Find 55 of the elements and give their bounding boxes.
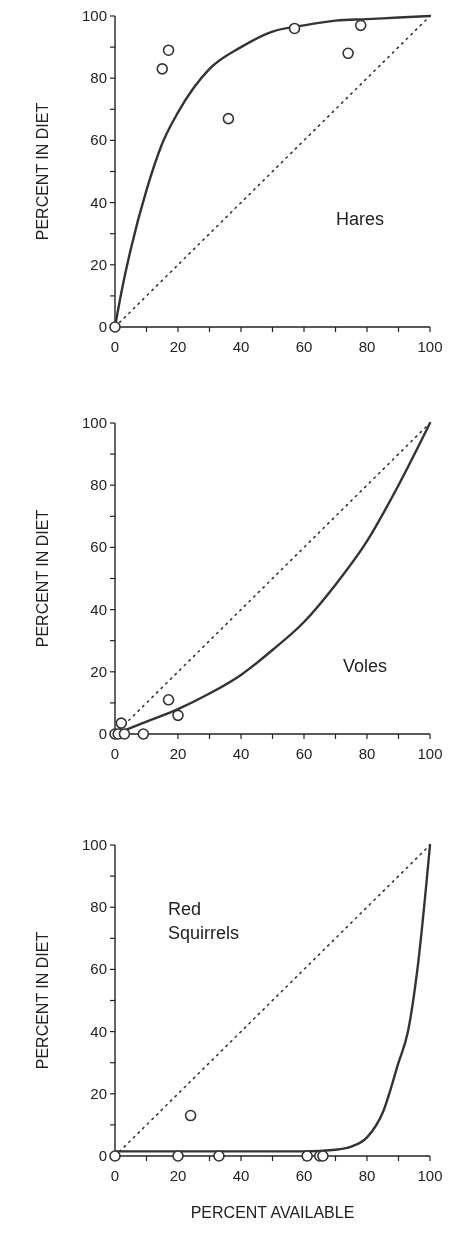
annotation: Red Squirrels [168, 899, 240, 943]
x-tick-label: 40 [232, 338, 250, 355]
y-tick-label: 80 [90, 898, 107, 916]
x-tick-label: 40 [232, 745, 250, 762]
y-tick-label: 60 [90, 131, 107, 149]
x-tick-label: 40 [232, 1167, 250, 1184]
point [342, 47, 354, 60]
point [162, 44, 175, 57]
point [288, 22, 301, 35]
y-axis-title: PERCENT IN DIET [34, 931, 51, 1070]
point [156, 63, 169, 75]
point [172, 709, 184, 722]
x-tick-label: 80 [358, 745, 376, 762]
x-tick-label: 0 [110, 1167, 120, 1184]
x-tick-label: 20 [169, 338, 187, 355]
point [109, 321, 121, 333]
x-tick-label: 60 [295, 1167, 313, 1184]
y-tick-label: 100 [81, 836, 107, 853]
x-tick-label: 20 [169, 745, 187, 762]
y-tick-label: 60 [90, 538, 107, 556]
x-axis-title: PERCENT AVAILABLE [190, 1204, 355, 1221]
y-axis-title: PERCENT IN DIET [34, 509, 51, 648]
x-tick-label: 100 [417, 338, 443, 355]
y-tick-label: 80 [90, 476, 107, 494]
annotation: Hares [335, 209, 385, 229]
y-tick-label: 100 [81, 7, 107, 24]
x-tick-label: 0 [110, 338, 120, 355]
y-tick-label: 20 [90, 1084, 107, 1102]
point [354, 19, 367, 32]
y-tick-label: 60 [90, 960, 107, 978]
x-tick-label: 20 [169, 1167, 187, 1184]
point [162, 693, 175, 706]
x-tick-label: 60 [295, 745, 313, 762]
point [137, 728, 150, 740]
point [118, 728, 131, 740]
x-tick-label: 100 [417, 745, 443, 762]
y-tick-label: 0 [98, 725, 107, 742]
y-tick-label: 0 [98, 318, 107, 335]
x-tick-label: 60 [295, 338, 313, 355]
y-tick-label: 40 [90, 193, 107, 211]
x-tick-label: 80 [358, 338, 376, 355]
y-axis-title: PERCENT IN DIET [34, 102, 51, 241]
y-tick-label: 20 [90, 662, 107, 680]
y-tick-label: 100 [81, 414, 107, 431]
y-tick-label: 0 [98, 1147, 107, 1164]
y-tick-label: 20 [90, 255, 107, 273]
y-tick-label: 40 [90, 600, 107, 618]
point [115, 717, 128, 729]
x-tick-label: 100 [417, 1167, 443, 1184]
y-tick-label: 40 [90, 1022, 107, 1040]
point [222, 112, 235, 125]
x-tick-label: 0 [110, 745, 120, 762]
x-tick-label: 80 [358, 1167, 376, 1184]
y-tick-label: 80 [90, 69, 107, 87]
annotation: Voles [342, 656, 388, 676]
